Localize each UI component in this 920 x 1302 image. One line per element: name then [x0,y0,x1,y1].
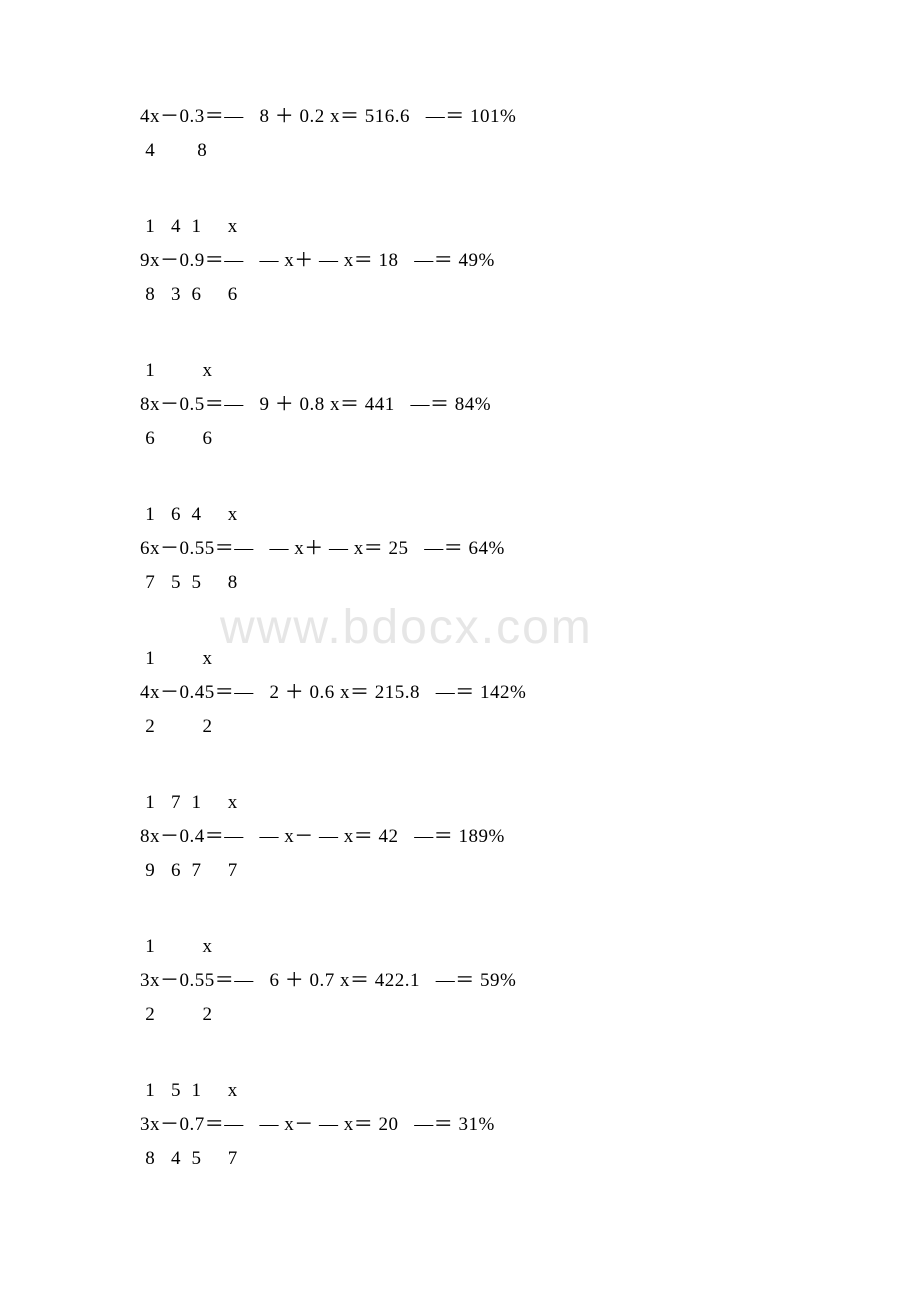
equation-group: 1 4 1 x 9x－0.9＝— — x＋ — x＝ 18 —＝ 49% 8 3… [140,210,780,312]
equation-line: 1 7 1 x [140,786,780,820]
equation-line: 4x－0.3＝— 8 ＋ 0.2 x＝ 516.6 —＝ 101% [140,100,780,134]
equation-line: 8x－0.5＝— 9 ＋ 0.8 x＝ 441 —＝ 84% [140,388,780,422]
page-content: 4x－0.3＝— 8 ＋ 0.2 x＝ 516.6 —＝ 101% 4 8 1 … [140,100,780,1218]
equation-line: 8x－0.4＝— — x－ — x＝ 42 —＝ 189% [140,820,780,854]
equation-group: 1 5 1 x 3x－0.7＝— — x－ — x＝ 20 —＝ 31% 8 4… [140,1074,780,1176]
equation-line: 1 6 4 x [140,498,780,532]
equation-line: 6 6 [140,422,780,456]
equation-line: 4x－0.45＝— 2 ＋ 0.6 x＝ 215.8 —＝ 142% [140,676,780,710]
equation-group: 1 x 4x－0.45＝— 2 ＋ 0.6 x＝ 215.8 —＝ 142% 2… [140,642,780,744]
equation-group: 1 x 8x－0.5＝— 9 ＋ 0.8 x＝ 441 —＝ 84% 6 6 [140,354,780,456]
equation-line: 6x－0.55＝— — x＋ — x＝ 25 —＝ 64% [140,532,780,566]
equation-line: 1 x [140,930,780,964]
equation-line: 2 2 [140,998,780,1032]
equation-line: 7 5 5 8 [140,566,780,600]
equation-group: 1 x 3x－0.55＝— 6 ＋ 0.7 x＝ 422.1 —＝ 59% 2 … [140,930,780,1032]
equation-line: 9 6 7 7 [140,854,780,888]
equation-group: 1 7 1 x 8x－0.4＝— — x－ — x＝ 42 —＝ 189% 9 … [140,786,780,888]
equation-line: 3x－0.55＝— 6 ＋ 0.7 x＝ 422.1 —＝ 59% [140,964,780,998]
equation-group: 1 6 4 x 6x－0.55＝— — x＋ — x＝ 25 —＝ 64% 7 … [140,498,780,600]
equation-line: 8 4 5 7 [140,1142,780,1176]
equation-line: 1 5 1 x [140,1074,780,1108]
equation-line: 9x－0.9＝— — x＋ — x＝ 18 —＝ 49% [140,244,780,278]
equation-line: 2 2 [140,710,780,744]
equation-line: 3x－0.7＝— — x－ — x＝ 20 —＝ 31% [140,1108,780,1142]
equation-line: 1 4 1 x [140,210,780,244]
equation-line: 1 x [140,354,780,388]
equation-group: 4x－0.3＝— 8 ＋ 0.2 x＝ 516.6 —＝ 101% 4 8 [140,100,780,168]
equation-line: 4 8 [140,134,780,168]
equation-line: 1 x [140,642,780,676]
equation-line: 8 3 6 6 [140,278,780,312]
